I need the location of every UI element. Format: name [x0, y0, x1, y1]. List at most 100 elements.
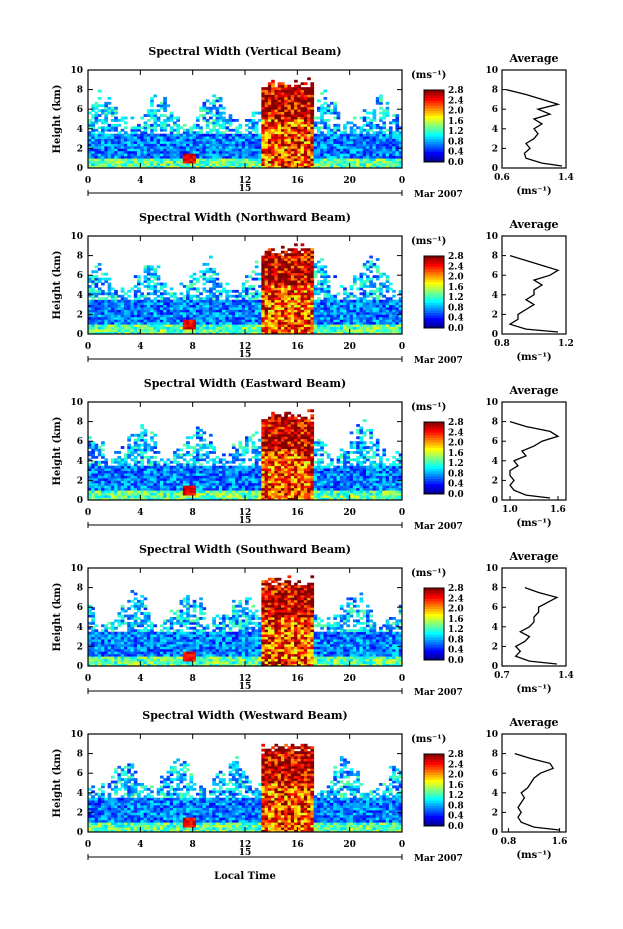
- heatmap-cell: [254, 145, 259, 149]
- heatmap-cell: [352, 304, 357, 308]
- heatmap-cell: [316, 121, 321, 125]
- heatmap-cell: [159, 487, 164, 491]
- heatmap-cell: [179, 136, 184, 139]
- colorbar-segment: [424, 97, 444, 101]
- heatmap-cell: [274, 99, 279, 103]
- heatmap-cell: [343, 297, 347, 301]
- heatmap-cell: [209, 270, 213, 274]
- colorbar-tick-label: 0.0: [448, 158, 464, 168]
- heatmap-cell: [379, 128, 383, 132]
- heatmap-cell: [310, 289, 315, 293]
- heatmap-cell: [166, 326, 171, 330]
- heatmap-cell: [235, 165, 239, 169]
- heatmap-cell: [310, 104, 315, 108]
- heatmap-cell: [153, 482, 158, 486]
- heatmap-cell: [202, 324, 207, 328]
- heatmap-cell: [326, 148, 331, 152]
- heatmap-cell: [267, 292, 272, 296]
- heatmap-cell: [140, 470, 144, 474]
- heatmap-cell: [280, 316, 285, 320]
- heatmap-cell: [330, 163, 334, 166]
- heatmap-cell: [133, 145, 138, 149]
- heatmap-cell: [143, 150, 148, 154]
- heatmap-cell: [195, 324, 200, 328]
- heatmap-cell: [88, 477, 92, 481]
- heatmap-cell: [297, 282, 301, 286]
- heatmap-cell: [153, 114, 158, 117]
- heatmap-cell: [267, 297, 272, 301]
- heatmap-cell: [316, 297, 321, 301]
- heatmap-cell: [385, 297, 390, 301]
- heatmap-cell: [333, 316, 337, 320]
- heatmap-cell: [205, 155, 210, 159]
- heatmap-cell: [107, 311, 112, 315]
- heatmap-cell: [307, 119, 311, 122]
- heatmap-cell: [284, 106, 288, 110]
- heatmap-cell: [382, 311, 387, 315]
- heatmap-cell: [205, 143, 210, 147]
- heatmap-cell: [222, 289, 226, 293]
- heatmap-cell: [352, 326, 357, 330]
- heatmap-cell: [179, 321, 184, 325]
- heatmap-cell: [326, 289, 331, 293]
- heatmap-cell: [101, 153, 105, 157]
- heatmap-cell: [163, 158, 167, 162]
- heatmap-cell: [280, 158, 285, 162]
- heatmap-cell: [212, 165, 216, 169]
- heatmap-cell: [330, 329, 334, 332]
- heatmap-cell: [97, 302, 102, 305]
- heatmap-cell: [294, 331, 298, 335]
- heatmap-cell: [117, 485, 122, 489]
- heatmap-cell: [163, 321, 167, 325]
- heatmap-cell: [290, 262, 295, 266]
- heatmap-cell: [326, 311, 331, 315]
- heatmap-cell: [290, 311, 295, 315]
- heatmap-cell: [212, 280, 216, 283]
- heatmap-cell: [166, 163, 171, 166]
- heatmap-cell: [366, 280, 370, 283]
- heatmap-cell: [91, 163, 95, 166]
- heatmap-cell: [264, 309, 269, 313]
- heatmap-cell: [310, 285, 315, 288]
- heatmap-cell: [137, 497, 141, 501]
- heatmap-cell: [169, 299, 174, 303]
- heatmap-cell: [169, 287, 174, 291]
- heatmap-cell: [300, 136, 305, 139]
- heatmap-cell: [120, 475, 125, 479]
- heatmap-cell: [97, 158, 102, 162]
- heatmap-cell: [290, 101, 295, 105]
- heatmap-cell: [205, 158, 210, 162]
- heatmap-cell: [104, 309, 109, 313]
- heatmap-cell: [290, 150, 295, 154]
- heatmap-cell: [274, 131, 279, 135]
- heatmap-cell: [137, 480, 141, 484]
- heatmap-cell: [320, 270, 324, 274]
- heatmap-cell: [326, 126, 331, 130]
- heatmap-cell: [209, 314, 213, 318]
- heatmap-cell: [199, 307, 203, 310]
- heatmap-cell: [356, 148, 360, 152]
- heatmap-cell: [271, 270, 275, 274]
- heatmap-cell: [264, 114, 269, 117]
- heatmap-cell: [153, 270, 158, 274]
- heatmap-cell: [94, 280, 99, 283]
- heatmap-cell: [320, 304, 324, 308]
- heatmap-cell: [254, 160, 259, 164]
- heatmap-cell: [150, 136, 154, 139]
- heatmap-cell: [264, 307, 269, 310]
- heatmap-cell: [307, 265, 311, 269]
- heatmap-cell: [153, 463, 158, 467]
- heatmap-cell: [362, 143, 367, 147]
- heatmap-cell: [375, 267, 380, 271]
- heatmap-cell: [313, 319, 318, 323]
- heatmap-cell: [110, 297, 115, 301]
- heatmap-cell: [166, 495, 171, 498]
- heatmap-cell: [173, 490, 177, 494]
- heatmap-cell: [186, 160, 190, 164]
- heatmap-cell: [326, 143, 331, 147]
- heatmap-cell: [372, 329, 377, 332]
- heatmap-cell: [153, 138, 158, 142]
- heatmap-cell: [372, 321, 377, 325]
- heatmap-cell: [120, 136, 125, 139]
- heatmap-cell: [297, 265, 301, 269]
